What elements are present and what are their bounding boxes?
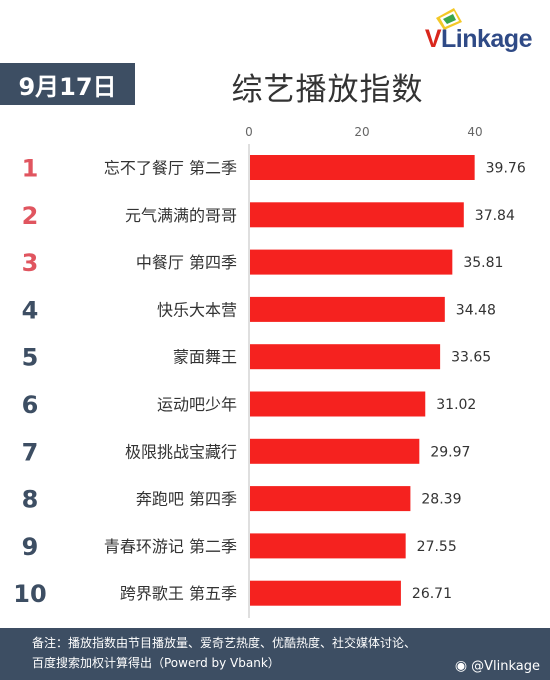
bar-chart: 0 20 40 1 忘不了餐厅 第二季 39.76 2 元气满满的哥哥 37.84 3 中餐厅 第四… [13,125,526,618]
data-label: 33.65 [451,350,491,366]
bar [250,155,475,180]
category-label: 蒙面舞王 [173,348,237,367]
category-label: 极限挑战宝藏行 [125,442,237,461]
data-label: 26.71 [412,586,452,602]
watermark-text: @Vlinkage [471,658,540,674]
category-label: 忘不了餐厅 第二季 [104,159,237,178]
weibo-icon: ◉ [454,658,468,674]
rank-label: 4 [22,296,39,324]
rank-label: 7 [22,438,39,466]
x-tick-label: 20 [354,125,369,139]
category-label: 奔跑吧 第四季 [136,490,237,509]
date-badge: 9月17日 [0,63,135,105]
data-label: 28.39 [421,492,461,508]
bar [250,533,406,559]
footer-note: 备注：播放指数由节目播放量、爱奇艺热度、优酷热度、社交媒体讨论、 百度搜索加权计… [0,628,550,680]
logo-text-v: V [424,25,442,53]
category-label: 青春环游记 第二季 [104,537,237,556]
rank-label: 5 [22,344,39,372]
rank-label: 2 [22,202,39,230]
bar [250,249,453,275]
data-label: 34.48 [456,302,496,318]
data-label: 31.02 [436,397,476,413]
category-label: 运动吧少年 [157,395,237,414]
watermark: ◉ @Vlinkage [455,658,540,674]
category-label: 元气满满的哥哥 [125,206,237,225]
vlinkage-logo: VLinkage [392,6,532,58]
rank-label: 8 [22,486,39,514]
chart-title: 综艺播放指数 [231,72,424,108]
category-label: 快乐大本营 [157,300,237,319]
category-label: 中餐厅 第四季 [136,253,237,272]
data-label: 35.81 [463,255,503,271]
logo-text-rest: Linkage [441,25,532,53]
logo-text: VLinkage [424,25,533,54]
x-tick-label: 0 [245,125,253,139]
logo-mark-icon [436,8,462,30]
x-tick-label: 40 [467,125,482,139]
data-label: 39.76 [486,161,526,177]
bar [250,344,441,370]
bar [250,202,464,228]
bar [250,486,411,512]
bar [250,438,420,464]
footer-note-line1: 备注：播放指数由节目播放量、爱奇艺热度、优酷热度、社交媒体讨论、 [32,636,417,650]
rank-label: 3 [22,249,39,277]
category-label: 跨界歌王 第五季 [120,584,237,603]
bar [250,296,445,322]
data-label: 29.97 [430,444,470,460]
rank-label: 6 [22,391,39,419]
bar [250,391,426,417]
rank-label: 10 [13,580,46,608]
rank-label: 9 [22,533,39,561]
footer-note-line2: 百度搜索加权计算得出（Powerd by Vbank） [32,656,280,670]
rank-label: 1 [22,155,39,183]
data-label: 27.55 [417,539,457,555]
bar [250,580,401,606]
data-label: 37.84 [475,208,515,224]
